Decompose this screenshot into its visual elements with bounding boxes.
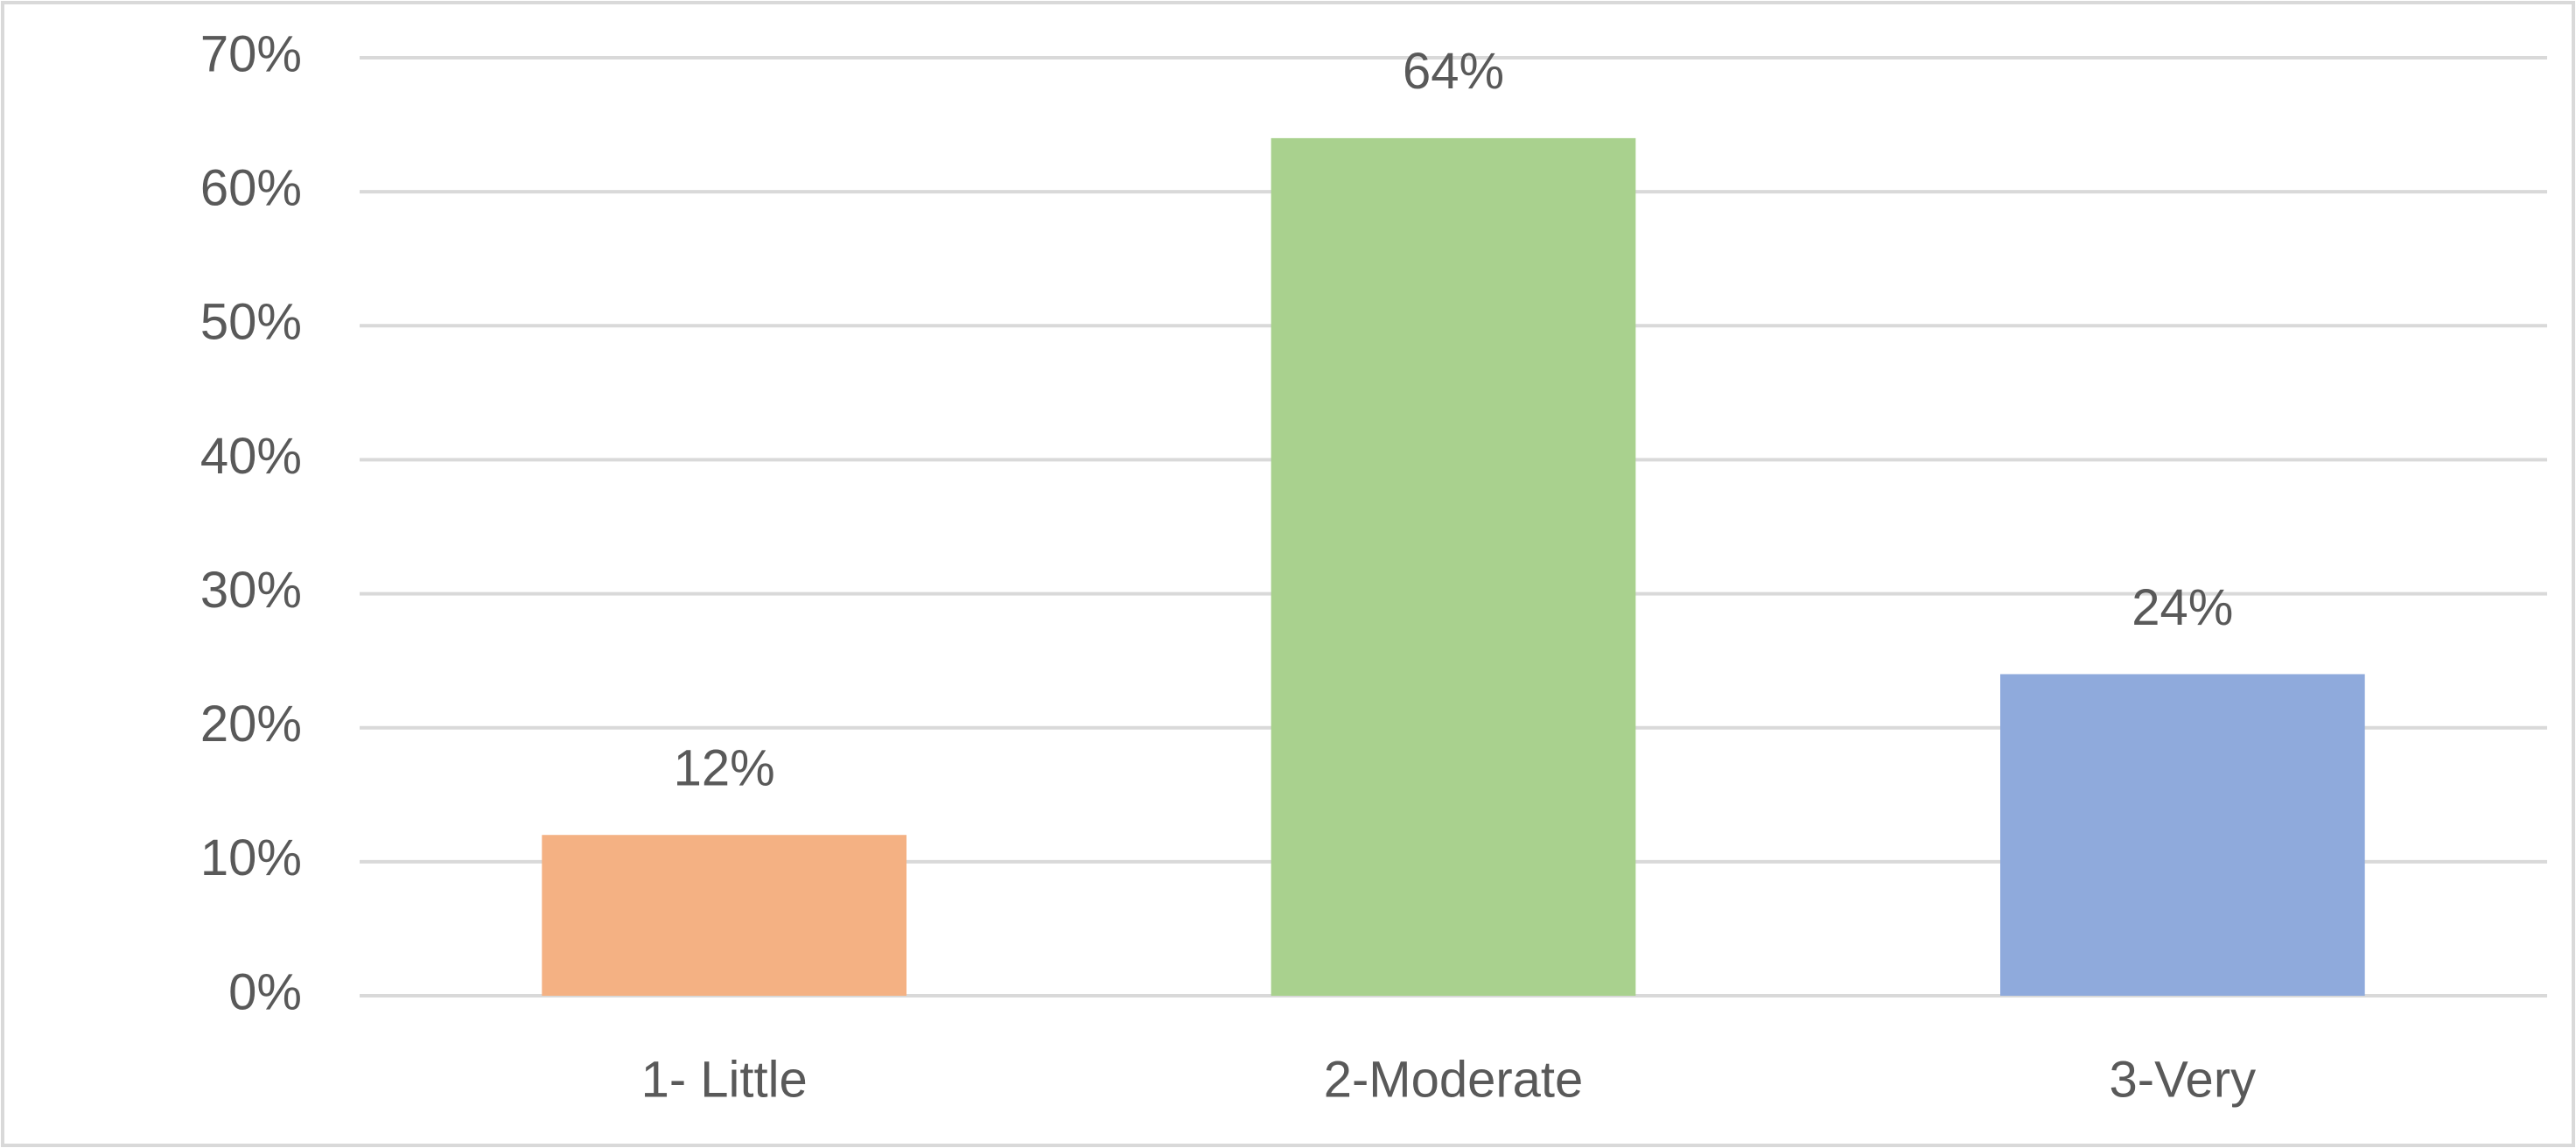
bar [2000, 674, 2365, 996]
y-tick-label: 60% [200, 159, 302, 216]
bar [542, 835, 906, 996]
x-tick-label: 3-Very [2110, 1051, 2257, 1108]
y-tick-label: 30% [200, 562, 302, 619]
y-tick-label: 0% [228, 963, 302, 1020]
bar [1270, 137, 1636, 996]
y-tick-label: 40% [200, 428, 302, 485]
value-label: 64% [1403, 43, 1504, 100]
x-tick-label: 2-Moderate [1324, 1051, 1584, 1108]
y-tick-label: 70% [200, 25, 302, 82]
y-tick-label: 10% [200, 830, 302, 886]
value-label: 12% [674, 740, 775, 797]
x-tick-label: 1- Little [641, 1051, 808, 1108]
y-tick-label: 20% [200, 696, 302, 752]
value-label: 24% [2132, 579, 2233, 636]
y-tick-label: 50% [200, 294, 302, 351]
